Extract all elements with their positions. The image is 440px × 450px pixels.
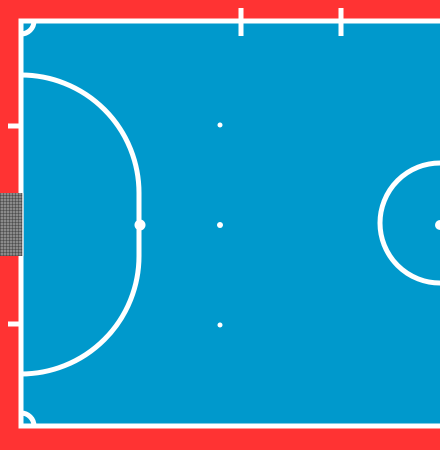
penalty-spot <box>134 219 146 231</box>
center-spot <box>435 220 440 230</box>
goal-net <box>0 193 23 256</box>
reference-dot-top <box>217 122 223 128</box>
corner-arc-bottom <box>20 410 37 427</box>
second-penalty-spot <box>217 222 223 228</box>
corner-arc-top <box>20 20 37 37</box>
playing-surface <box>21 21 440 426</box>
reference-dot-bottom <box>217 322 223 328</box>
center-circle-partial <box>377 160 440 286</box>
